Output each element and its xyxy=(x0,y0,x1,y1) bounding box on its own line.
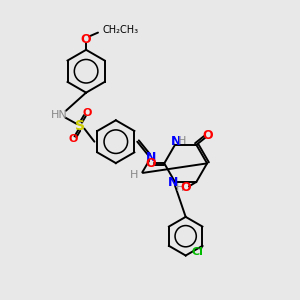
Text: S: S xyxy=(75,119,85,133)
Text: N: N xyxy=(146,151,157,164)
Text: CH₂CH₃: CH₂CH₃ xyxy=(102,25,139,34)
Text: Cl: Cl xyxy=(191,248,203,257)
Text: O: O xyxy=(146,157,156,170)
Text: N: N xyxy=(167,176,178,189)
Text: H: H xyxy=(178,136,187,146)
Text: H: H xyxy=(130,170,139,180)
Text: H: H xyxy=(176,183,184,193)
Text: HN: HN xyxy=(51,110,68,120)
Text: O: O xyxy=(68,134,77,144)
Text: O: O xyxy=(202,129,213,142)
Text: O: O xyxy=(81,33,92,46)
Text: N: N xyxy=(171,135,182,148)
Text: O: O xyxy=(180,182,191,194)
Text: O: O xyxy=(83,108,92,118)
